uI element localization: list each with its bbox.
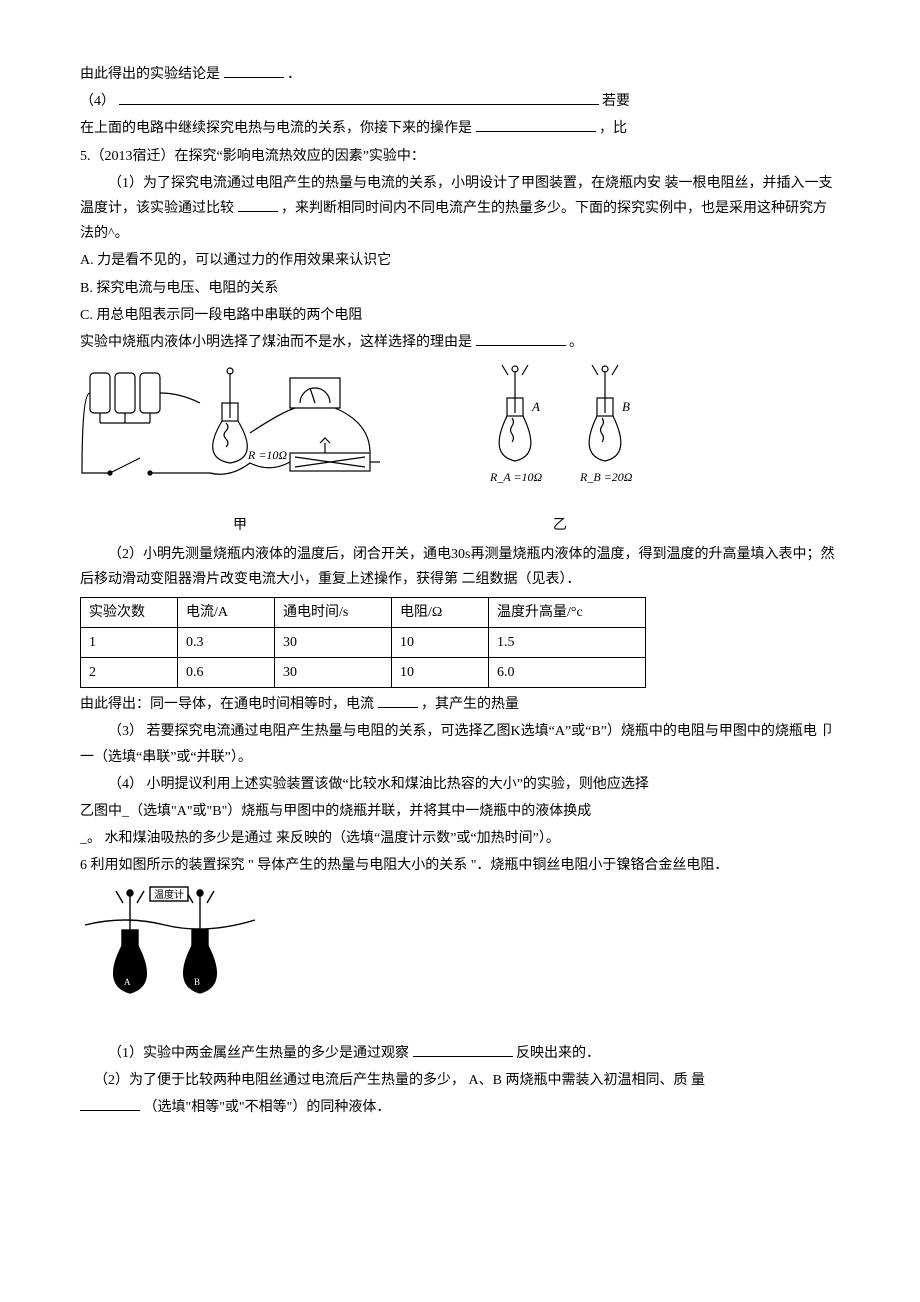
q6-p2b: （选填"相等"或"不相等"）的同种液体． xyxy=(80,1095,840,1120)
q5-header: 5.（2013宿迁）在探究“影响电流热效应的因素”实验中： xyxy=(80,144,840,169)
td: 6.0 xyxy=(489,658,646,688)
intro-line3: 在上面的电路中继续探究电热与电流的关系，你接下来的操作是 ，比 xyxy=(80,116,840,141)
text: ，其产生的热量 xyxy=(421,697,519,712)
th: 温度升高量/°c xyxy=(489,597,646,627)
intro-line1: 由此得出的实验结论是 ． xyxy=(80,62,840,87)
blank xyxy=(80,1096,140,1111)
blank xyxy=(119,90,599,105)
td: 30 xyxy=(275,658,392,688)
q6-p2: （2）为了便于比较两种电阻丝通过电流后产生热量的多少， A、B 两烧瓶中需装入初… xyxy=(80,1068,840,1093)
circuit-jia-svg: R =10Ω xyxy=(80,363,400,513)
td: 10 xyxy=(392,627,489,657)
td: 10 xyxy=(392,658,489,688)
q5-optB: B. 探究电流与电压、电阻的关系 xyxy=(80,276,840,301)
td: 1 xyxy=(81,627,178,657)
table-header-row: 实验次数 电流/A 通电时间/s 电阻/Ω 温度升高量/°c xyxy=(81,597,646,627)
blank xyxy=(476,117,596,132)
intro-line2: （4） 若要 xyxy=(80,89,840,114)
text: 在上面的电路中继续探究电热与电流的关系，你接下来的操作是 xyxy=(80,121,472,136)
q5-p3: （3） 若要探究电流通过电阻产生热量与电阻的关系，可选择乙图K选填“A”或“B”… xyxy=(80,719,840,769)
q5-p2: （2）小明先测量烧瓶内液体的温度后，闭合开关，通电30s再测量烧瓶内液体的温度，… xyxy=(80,542,840,592)
circuit-yi-svg: A B R_A =10Ω R_B =20Ω xyxy=(460,363,660,513)
blank xyxy=(378,693,418,708)
text: 反映出来的． xyxy=(516,1046,600,1061)
q5-figure-row: R =10Ω 甲 A B R_A =10Ω R_B =20Ω xyxy=(80,363,840,538)
figure-yi: A B R_A =10Ω R_B =20Ω 乙 xyxy=(460,363,660,538)
thermometer-label: 温度计 xyxy=(154,888,184,901)
th: 实验次数 xyxy=(81,597,178,627)
label: （4） xyxy=(80,94,115,109)
table-row: 2 0.6 30 10 6.0 xyxy=(81,658,646,688)
blank xyxy=(413,1042,513,1057)
label: A xyxy=(124,977,131,987)
q6-p1: （1）实验中两金属丝产生热量的多少是通过观察 反映出来的． xyxy=(80,1041,840,1066)
th: 电流/A xyxy=(178,597,275,627)
label-RA: R_A =10Ω xyxy=(489,470,543,484)
text: 若要 xyxy=(602,94,630,109)
q5-p1c: 实验中烧瓶内液体小明选择了煤油而不是水，这样选择的理由是 。 xyxy=(80,330,840,355)
text: ，比 xyxy=(599,121,627,136)
td: 0.3 xyxy=(178,627,275,657)
q6-svg: 温度计 A B xyxy=(80,885,260,1035)
q5-table: 实验次数 电流/A 通电时间/s 电阻/Ω 温度升高量/°c 1 0.3 30 … xyxy=(80,597,646,689)
text: 由此得出的实验结论是 xyxy=(80,67,220,82)
text: （2）为了便于比较两种电阻丝通过电流后产生热量的多少， A、B 两烧瓶中需装入初… xyxy=(94,1073,705,1088)
q5-p2b: 由此得出：同一导体，在通电时间相等时，电流 ，其产生的热量 xyxy=(80,692,840,717)
text: ． xyxy=(287,67,301,82)
blank xyxy=(476,331,566,346)
table-row: 1 0.3 30 10 1.5 xyxy=(81,627,646,657)
label: B xyxy=(194,977,200,987)
text: （选填"相等"或"不相等"）的同种液体． xyxy=(144,1100,391,1115)
td: 0.6 xyxy=(178,658,275,688)
blank xyxy=(238,197,278,212)
caption-yi: 乙 xyxy=(460,513,660,538)
label-R: R =10Ω xyxy=(247,448,287,462)
q5-p4b: 乙图中_（选填"A"或"B"）烧瓶与甲图中的烧瓶并联，并将其中一烧瓶中的液体换成 xyxy=(80,799,840,824)
text: 。 xyxy=(569,335,583,350)
q6-header: 6 利用如图所示的装置探究 " 导体产生的热量与电阻大小的关系 "．烧瓶中铜丝电… xyxy=(80,853,840,878)
td: 2 xyxy=(81,658,178,688)
td: 1.5 xyxy=(489,627,646,657)
th: 电阻/Ω xyxy=(392,597,489,627)
q6-figure: 温度计 A B xyxy=(80,885,840,1035)
label-B: B xyxy=(622,399,630,414)
td: 30 xyxy=(275,627,392,657)
text: （1）实验中两金属丝产生热量的多少是通过观察 xyxy=(108,1046,409,1061)
blank xyxy=(224,63,284,78)
q5-optA: A. 力是看不见的，可以通过力的作用效果来认识它 xyxy=(80,248,840,273)
th: 通电时间/s xyxy=(275,597,392,627)
q5-p4: （4） 小明提议利用上述实验装置该做“比较水和煤油比热容的大小”的实验，则他应选… xyxy=(80,772,840,797)
figure-jia: R =10Ω 甲 xyxy=(80,363,400,538)
q5-p1: （1）为了探究电流通过电阻产生的热量与电流的关系，小明设计了甲图装置，在烧瓶内安… xyxy=(80,171,840,247)
q5-p4c: _。 水和煤油吸热的多少是通过 来反映的（选填“温度计示数”或“加热时间”）。 xyxy=(80,826,840,851)
caption-jia: 甲 xyxy=(80,513,400,538)
q5-optC: C. 用总电阻表示同一段电路中串联的两个电阻 xyxy=(80,303,840,328)
text: 由此得出：同一导体，在通电时间相等时，电流 xyxy=(80,697,374,712)
label-RB: R_B =20Ω xyxy=(579,470,633,484)
text: 实验中烧瓶内液体小明选择了煤油而不是水，这样选择的理由是 xyxy=(80,335,472,350)
label-A: A xyxy=(531,399,540,414)
